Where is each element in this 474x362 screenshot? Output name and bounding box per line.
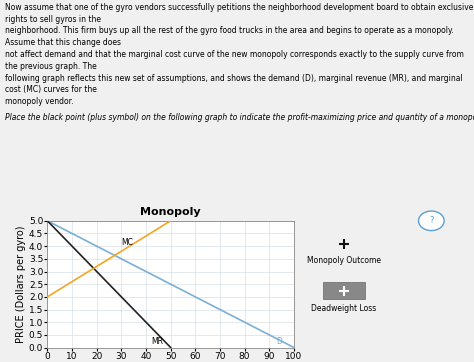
Text: Deadweight Loss: Deadweight Loss bbox=[311, 304, 376, 313]
Text: Place the black point (plus symbol) on the following graph to indicate the profi: Place the black point (plus symbol) on t… bbox=[5, 113, 474, 122]
Y-axis label: PRICE (Dollars per gyro): PRICE (Dollars per gyro) bbox=[16, 226, 26, 343]
Text: ?: ? bbox=[429, 216, 434, 225]
Text: MR: MR bbox=[151, 337, 163, 346]
Text: Monopoly Outcome: Monopoly Outcome bbox=[307, 256, 381, 265]
Circle shape bbox=[419, 211, 444, 231]
Title: Monopoly: Monopoly bbox=[140, 207, 201, 217]
Text: D: D bbox=[277, 337, 283, 346]
Text: Now assume that one of the gyro vendors successfully petitions the neighborhood : Now assume that one of the gyro vendors … bbox=[5, 3, 473, 106]
FancyBboxPatch shape bbox=[323, 282, 365, 299]
Text: MC: MC bbox=[121, 238, 133, 247]
